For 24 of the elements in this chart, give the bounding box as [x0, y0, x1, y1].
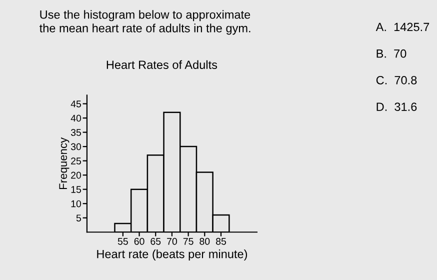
y-tick-label: 35 [70, 129, 81, 136]
text: D. 31.6 [376, 102, 417, 111]
y-tick-label: 20 [71, 172, 82, 179]
x-tick-label: 75 [183, 238, 194, 245]
x-tick-label: 60 [134, 238, 144, 245]
y-tick-label: 30 [70, 143, 82, 150]
text: B. 70 [376, 49, 406, 58]
x-tick-label: 65 [150, 238, 161, 245]
x-axis-title: Heart rate (beats per minute) [97, 250, 248, 261]
x-tick-label: 70 [167, 238, 177, 245]
y-tick-label: 40 [70, 114, 82, 122]
y-tick-label: 15 [71, 186, 81, 193]
x-tick-label: 55 [118, 238, 128, 245]
x-tick-label: 80 [200, 238, 210, 245]
y-tick-label: 10 [71, 200, 82, 208]
text: A. 1425.7 [376, 22, 430, 32]
x-tick-label: 85 [216, 238, 226, 245]
y-tick-label: 45 [70, 100, 81, 108]
y-axis-title: Frequency [59, 137, 70, 189]
text: C. 70.8 [376, 76, 417, 84]
y-tick-label: 25 [71, 158, 81, 164]
chart-title: Heart Rates of Adults [106, 60, 218, 69]
text: Use the histogram below to approximate the mean heart rate of adults in the gym. [40, 10, 250, 35]
y-tick-label: 5 [76, 214, 81, 222]
